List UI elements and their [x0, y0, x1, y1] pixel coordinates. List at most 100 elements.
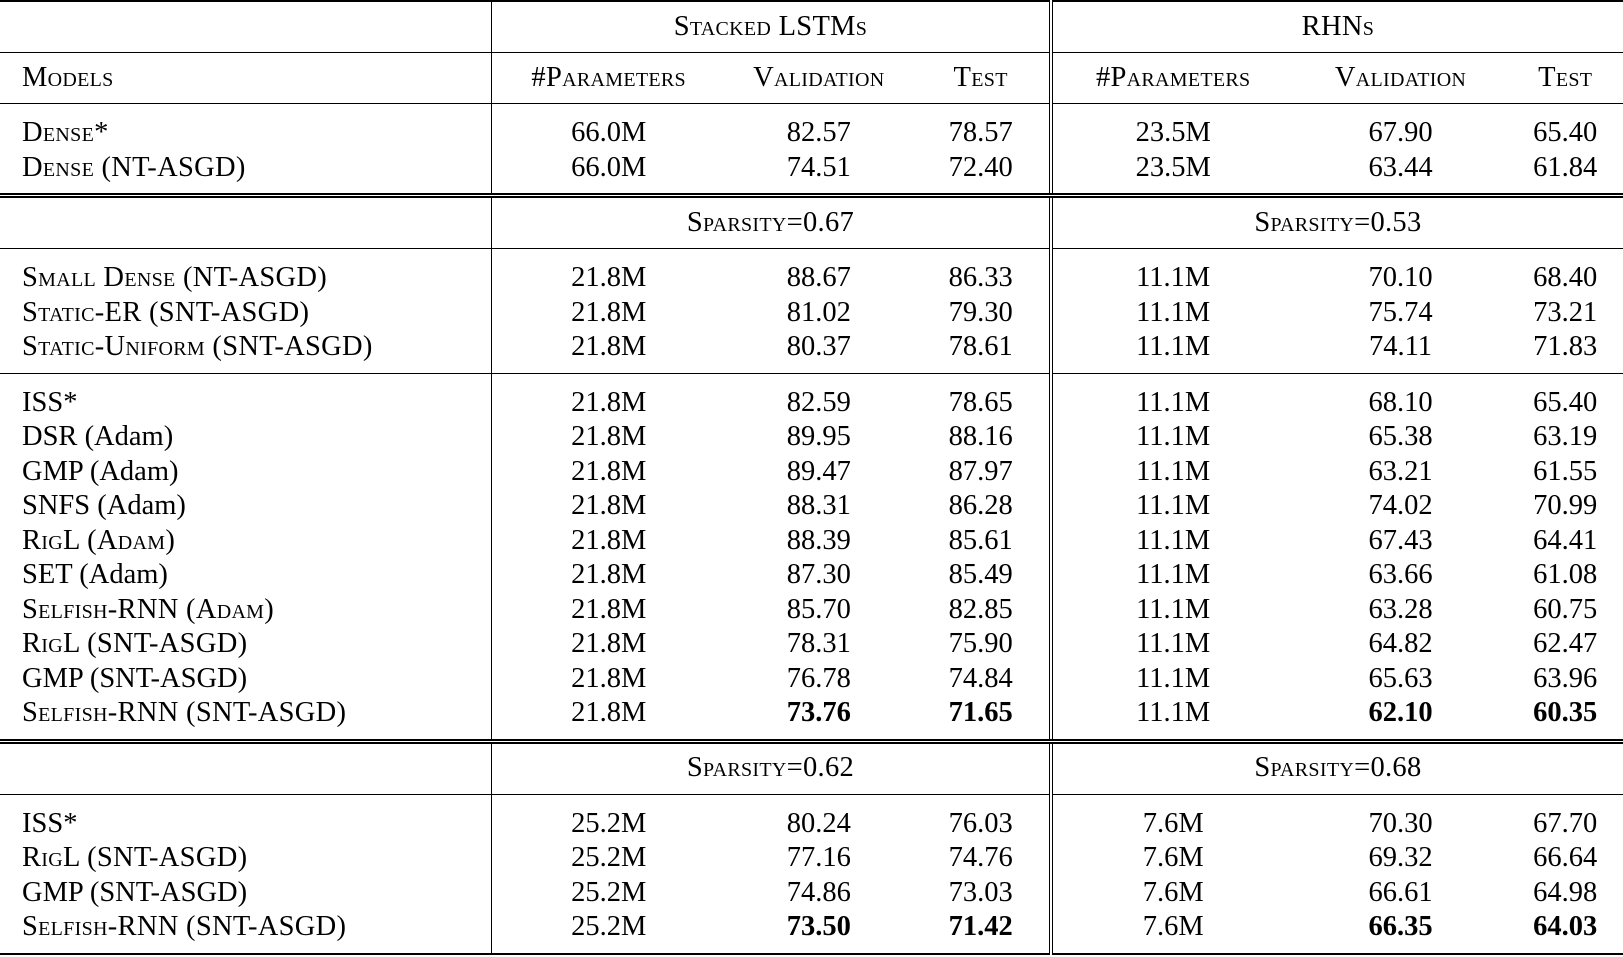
cell-params-lstm: 21.8M: [491, 627, 726, 662]
cell-validation-rhn: 64.82: [1368, 628, 1433, 659]
cell-model-name: ISS*: [0, 372, 492, 420]
cell-params-rhn: 23.5M: [1048, 150, 1294, 196]
column-header-test-rhn: Test: [1507, 52, 1623, 104]
table-row: GMP (SNT-ASGD) 25.2M 74.86 73.03 7.6M 66.61 64…: [0, 875, 1623, 910]
cell-test-rhn: 64.98: [1533, 876, 1598, 908]
group-header-empty: [0, 0, 492, 53]
cell-validation-lstm: 81.02: [786, 296, 851, 328]
cell-model-name: Selfish-RNN (Adam): [22, 593, 275, 625]
cell-test-lstm: 82.85: [948, 593, 1013, 625]
table-row: SNFS (Adam) 21.8M 88.31 86.28 11.1M 74.02 70.9…: [0, 489, 1623, 524]
cell-model-name: DSR (Adam): [22, 421, 174, 452]
cell-test-lstm: 78.61: [948, 331, 1013, 362]
cell-model-name: SNFS (Adam): [22, 490, 186, 521]
cell-validation-rhn: 69.32: [1368, 842, 1433, 873]
cell-params-lstm: 66.0M: [491, 150, 726, 196]
cell-test-rhn: 65.40: [1507, 372, 1623, 420]
sparsity-header-empty: [0, 193, 492, 249]
group-header-rhns: RHNs: [1048, 0, 1623, 53]
table-row: RigL (SNT-ASGD) 25.2M 77.16 74.76 7.6M 69.32 6…: [0, 841, 1623, 876]
cell-params-lstm: 21.8M: [491, 295, 726, 330]
cell-params-lstm: 21.8M: [491, 489, 726, 524]
cell-test-rhn: 63.19: [1533, 421, 1598, 452]
table-row: RigL (SNT-ASGD) 21.8M 78.31 75.90 11.1M 64.82…: [0, 627, 1623, 662]
cell-validation-rhn: 74.02: [1368, 490, 1433, 521]
cell-test-lstm: 72.40: [948, 151, 1013, 183]
cell-params-rhn: 11.1M: [1048, 295, 1294, 330]
cell-params-rhn: 11.1M: [1048, 592, 1294, 627]
cell-test-lstm: 75.90: [948, 628, 1013, 659]
cell-validation-rhn: 65.38: [1368, 421, 1433, 452]
table-row: Selfish-RNN (SNT-ASGD) 21.8M 73.76 71.65 11.…: [0, 696, 1623, 741]
cell-params-lstm: 21.8M: [491, 661, 726, 696]
cell-model-name: Small Dense (NT-ASGD): [0, 248, 492, 296]
cell-params-rhn: 11.1M: [1048, 372, 1294, 420]
cell-test-rhn: 64.03: [1507, 910, 1623, 955]
cell-model-name: ISS*: [0, 793, 492, 841]
cell-validation-lstm: 77.16: [786, 842, 851, 873]
cell-validation-rhn: 66.35: [1293, 910, 1508, 955]
cell-params-lstm: 21.8M: [491, 558, 726, 593]
cell-validation-lstm: 80.37: [786, 331, 851, 362]
cell-validation-lstm: 88.67: [725, 248, 913, 296]
table-row: SET (Adam) 21.8M 87.30 85.49 11.1M 63.66 61.08: [0, 558, 1623, 593]
table-row: Static-Uniform (SNT-ASGD) 21.8M 80.37 78.61…: [0, 330, 1623, 373]
cell-params-lstm: 21.8M: [491, 454, 726, 489]
column-header-test-lstm: Test: [912, 52, 1051, 104]
cell-test-lstm: 79.30: [948, 296, 1013, 328]
cell-params-lstm: 21.8M: [491, 372, 726, 420]
cell-validation-rhn: 67.43: [1368, 524, 1433, 556]
cell-validation-rhn: 63.28: [1368, 593, 1433, 625]
cell-test-lstm: 86.33: [912, 248, 1051, 296]
column-header-validation-lstm: Validation: [725, 52, 913, 104]
cell-params-lstm: 25.2M: [491, 910, 726, 955]
cell-validation-lstm: 88.31: [786, 490, 851, 521]
cell-test-rhn: 65.40: [1507, 103, 1623, 151]
cell-validation-lstm: 89.95: [786, 421, 851, 452]
cell-validation-rhn: 67.90: [1293, 103, 1508, 151]
cell-validation-rhn: 74.11: [1368, 331, 1433, 362]
cell-params-rhn: 11.1M: [1048, 558, 1294, 593]
cell-validation-rhn: 62.10: [1368, 697, 1433, 728]
cell-params-lstm: 21.8M: [491, 592, 726, 627]
cell-validation-rhn: 68.10: [1293, 372, 1508, 420]
cell-test-rhn: 66.64: [1533, 842, 1598, 873]
cell-params-rhn: 11.1M: [1048, 523, 1294, 558]
cell-params-lstm: 21.8M: [491, 420, 726, 455]
cell-test-rhn: 61.08: [1533, 559, 1598, 590]
table-row: Static-ER (SNT-ASGD) 21.8M 81.02 79.30 11.1M…: [0, 295, 1623, 330]
cell-params-rhn: 11.1M: [1048, 661, 1294, 696]
cell-validation-rhn: 70.10: [1293, 248, 1508, 296]
cell-test-rhn: 60.35: [1533, 697, 1598, 728]
cell-test-lstm: 71.42: [912, 910, 1051, 955]
cell-test-lstm: 74.84: [948, 662, 1013, 694]
cell-validation-lstm: 76.78: [786, 662, 851, 694]
group-header-row: Stacked LSTMs RHNs: [0, 0, 1623, 53]
cell-params-lstm: 25.2M: [491, 793, 726, 841]
cell-params-lstm: 21.8M: [491, 523, 726, 558]
table-row: Small Dense (NT-ASGD) 21.8M 88.67 86.33 11.1…: [0, 248, 1623, 296]
cell-test-rhn: 67.70: [1507, 793, 1623, 841]
cell-test-rhn: 63.96: [1533, 662, 1598, 694]
cell-params-rhn: 7.6M: [1048, 793, 1294, 841]
cell-model-name: Selfish-RNN (SNT-ASGD): [0, 910, 492, 955]
cell-validation-rhn: 63.21: [1368, 455, 1433, 487]
cell-params-rhn: 11.1M: [1048, 627, 1294, 662]
cell-validation-lstm: 82.59: [725, 372, 913, 420]
table-row: RigL (Adam) 21.8M 88.39 85.61 11.1M 67.43 64.4…: [0, 523, 1623, 558]
cell-test-rhn: 73.21: [1533, 296, 1598, 328]
table-row: Dense (NT-ASGD) 66.0M 74.51 72.40 23.5M 63.44…: [0, 150, 1623, 196]
cell-model-name: SET (Adam): [22, 559, 168, 590]
cell-params-rhn: 7.6M: [1048, 841, 1294, 876]
cell-model-name: RigL (SNT-ASGD): [22, 628, 248, 659]
cell-test-lstm: 76.03: [912, 793, 1051, 841]
cell-test-rhn: 61.84: [1533, 151, 1598, 183]
column-header-row: Models #Parameters Validation Test #Para…: [0, 52, 1623, 104]
cell-model-name: GMP (Adam): [22, 455, 179, 487]
cell-test-lstm: 87.97: [948, 455, 1013, 487]
cell-test-lstm: 88.16: [948, 421, 1013, 452]
cell-model-name: Static-Uniform (SNT-ASGD): [22, 331, 373, 362]
table-row: ISS* 25.2M 80.24 76.03 7.6M 70.30 67.70: [0, 793, 1623, 841]
